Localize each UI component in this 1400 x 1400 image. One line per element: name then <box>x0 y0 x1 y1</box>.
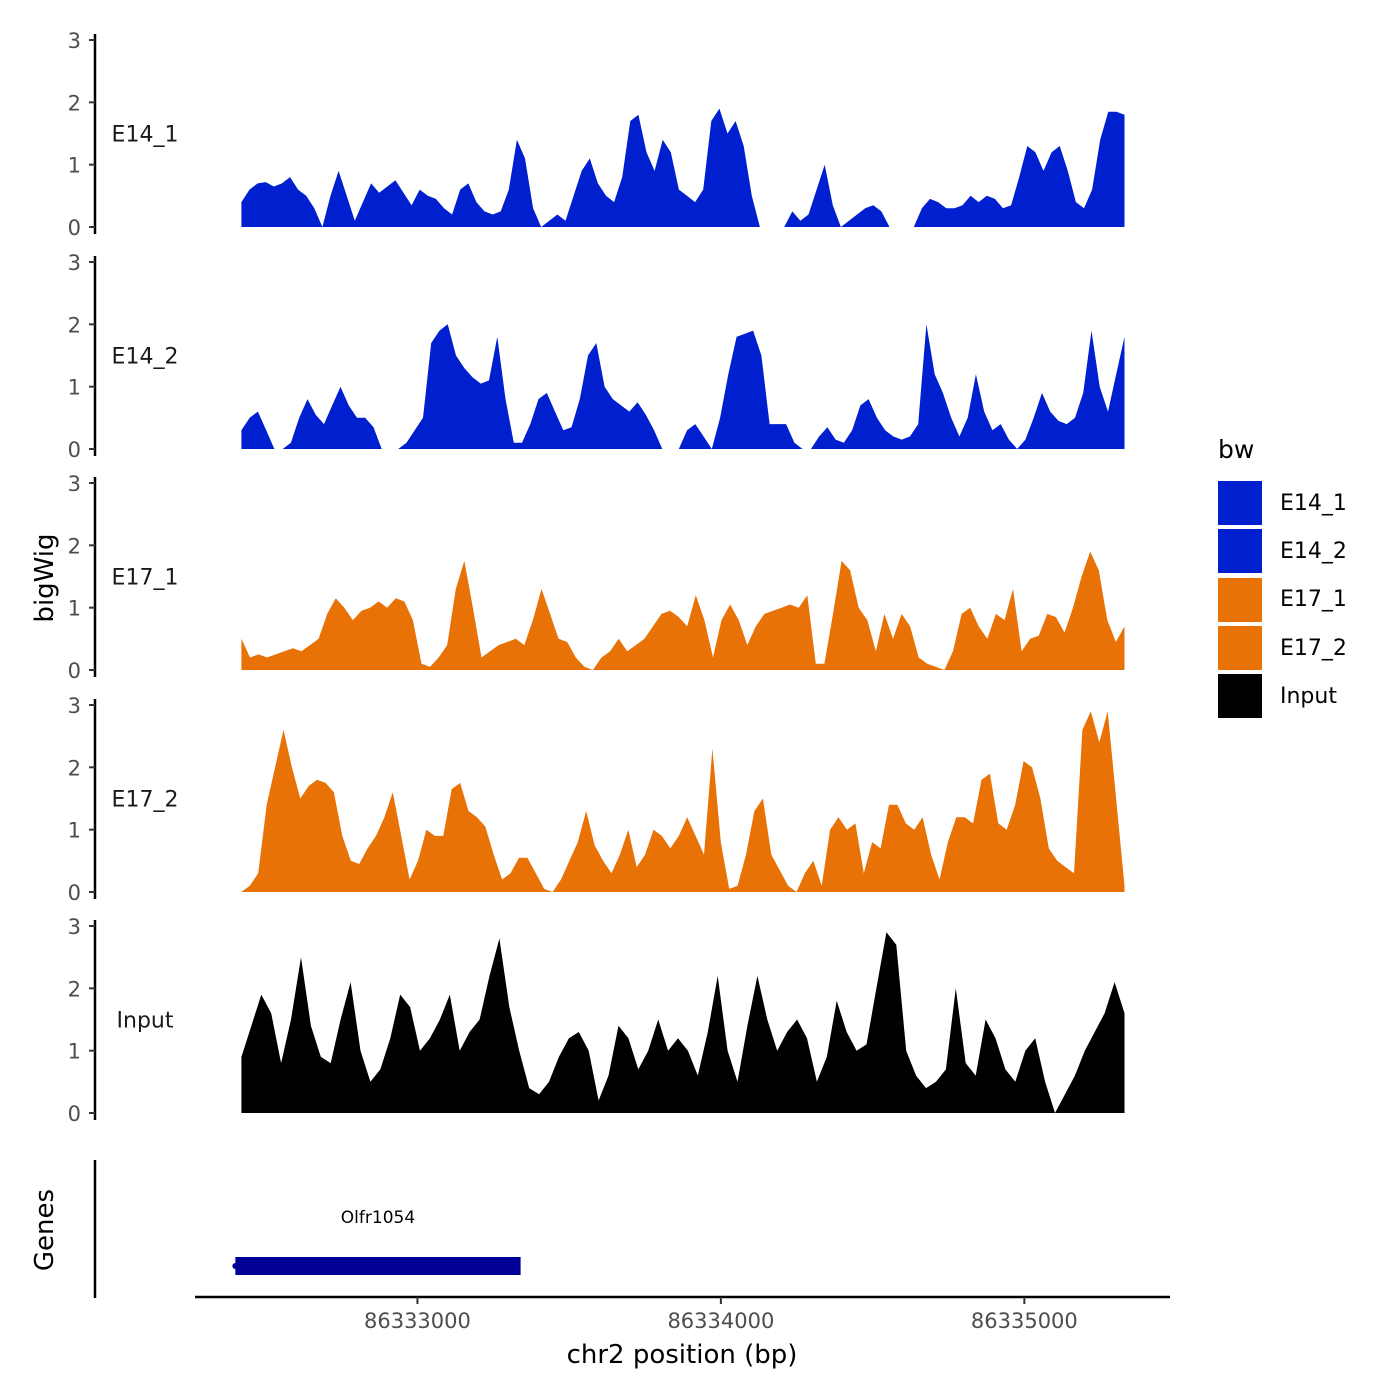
y-tick-label-E14_1-2: 2 <box>68 91 81 115</box>
track-E14_1: 0 1 2 3 E14_1 <box>68 29 1125 240</box>
y-tick-label-E17_2-2: 2 <box>68 756 81 780</box>
area-E14_2 <box>241 324 1125 449</box>
legend-item-E14_2: E14_2 <box>1218 527 1388 575</box>
legend-label-E17_2: E17_2 <box>1280 635 1347 661</box>
x-tick-label-86334000: 86334000 <box>667 1309 774 1333</box>
x-tick-label-86333000: 86333000 <box>364 1309 471 1333</box>
panel-label-E17_2: E17_2 <box>112 788 179 813</box>
track-E17_2: 0 1 2 3 E17_2 <box>68 694 1125 905</box>
genes-panel: Olfr1054 <box>93 1160 521 1298</box>
y-tick-label-E17_2-0: 0 <box>68 881 81 905</box>
y-tick-label-Input-2: 2 <box>68 977 81 1001</box>
gene-start-marker <box>232 1263 239 1269</box>
y-tick-label-E14_2-2: 2 <box>68 313 81 337</box>
x-axis-title: chr2 position (bp) <box>567 1340 798 1370</box>
y-tick-label-E14_2-3: 3 <box>68 251 81 275</box>
legend-item-E17_1: E17_1 <box>1218 576 1388 624</box>
legend-title: bw <box>1218 435 1255 464</box>
legend-label-Input: Input <box>1280 683 1337 709</box>
y-axis-title: bigWig <box>30 533 60 622</box>
legend-swatch-E14_1 <box>1218 481 1262 526</box>
y-tick-label-Input-3: 3 <box>68 915 81 939</box>
area-E14_1 <box>241 108 1125 227</box>
legend-item-E14_1: E14_1 <box>1218 479 1388 527</box>
area-E17_1 <box>241 551 1125 670</box>
y-tick-label-E14_1-3: 3 <box>68 29 81 53</box>
x-axis: 86333000 86334000 86335000 <box>195 1295 1170 1333</box>
panel-label-E14_2: E14_2 <box>112 345 179 370</box>
y-tick-label-E14_1-1: 1 <box>68 154 81 178</box>
panel-label-E14_1: E14_1 <box>112 123 179 148</box>
legend-items: E14_1 E14_2 E17_1 E17_2 Input <box>1218 479 1388 720</box>
y-tick-label-E14_2-1: 1 <box>68 376 81 400</box>
track-E17_1: 0 1 2 3 E17_1 <box>68 472 1125 683</box>
legend-label-E14_2: E14_2 <box>1280 538 1347 564</box>
legend-item-Input: Input <box>1218 672 1388 720</box>
legend-item-E17_2: E17_2 <box>1218 624 1388 672</box>
legend-swatch-E17_1 <box>1218 577 1262 622</box>
gene-label: Olfr1054 <box>341 1208 415 1228</box>
y-tick-label-E17_1-1: 1 <box>68 597 81 621</box>
y-tick-label-E17_2-3: 3 <box>68 694 81 718</box>
y-tick-label-E17_1-0: 0 <box>68 659 81 683</box>
gene-Olfr1054 <box>235 1257 521 1275</box>
legend-label-E17_1: E17_1 <box>1280 587 1347 613</box>
y-tick-label-E14_1-0: 0 <box>68 216 81 240</box>
y-tick-label-E17_1-3: 3 <box>68 472 81 496</box>
area-Input <box>241 932 1125 1113</box>
x-tick-label-86335000: 86335000 <box>971 1309 1078 1333</box>
legend: bw E14_1 E14_2 E17_1 E17_2 Input <box>1218 433 1388 720</box>
y-tick-label-E17_1-2: 2 <box>68 534 81 558</box>
legend-swatch-Input <box>1218 674 1262 719</box>
legend-swatch-E17_2 <box>1218 626 1262 671</box>
panel-label-Input: Input <box>117 1009 174 1034</box>
area-E17_2 <box>241 711 1125 892</box>
y-tick-label-Input-0: 0 <box>68 1102 81 1126</box>
y-tick-label-E17_2-1: 1 <box>68 819 81 843</box>
genes-panel-title: Genes <box>30 1189 60 1271</box>
track-E14_2: 0 1 2 3 E14_2 <box>68 251 1125 462</box>
y-tick-label-Input-1: 1 <box>68 1040 81 1064</box>
y-tick-label-E14_2-0: 0 <box>68 438 81 462</box>
legend-swatch-E14_2 <box>1218 529 1262 574</box>
track-panels: 0 1 2 3 E14_1 0 1 2 3 E14_2 0 1 2 3 E17_1 0 1 2 3 E17_2 0 1 2 3… <box>68 29 1125 1126</box>
legend-label-E14_1: E14_1 <box>1280 490 1347 516</box>
track-Input: 0 1 2 3 Input <box>68 915 1125 1126</box>
panel-label-E17_1: E17_1 <box>112 566 179 591</box>
